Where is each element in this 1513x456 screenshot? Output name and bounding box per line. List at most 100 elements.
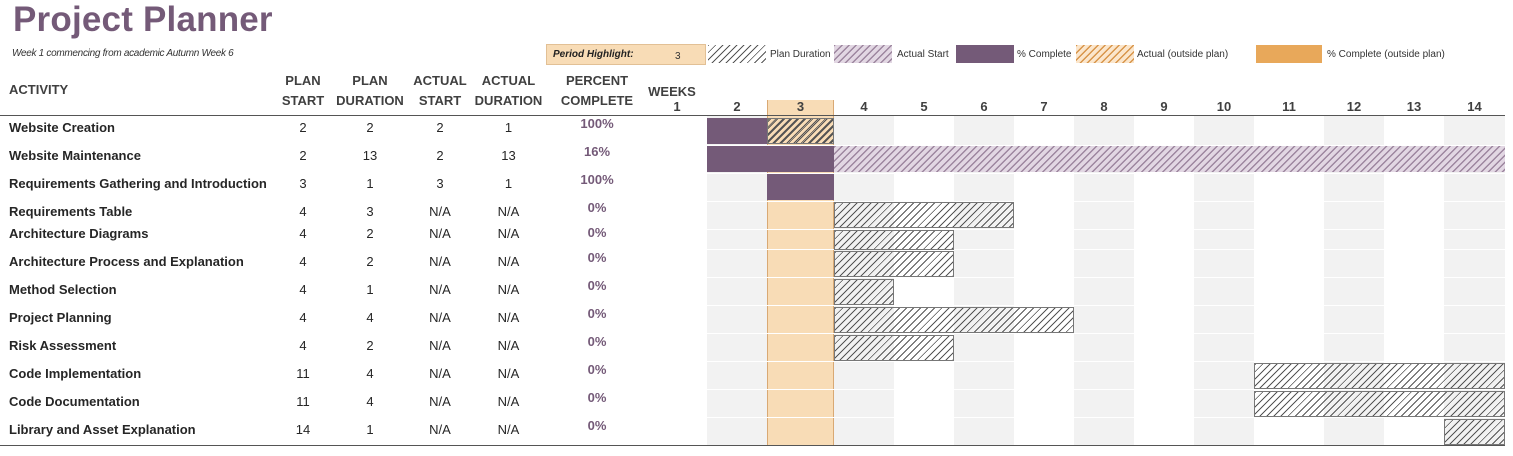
page-title: Project Planner	[13, 0, 273, 39]
actual-start-cell: N/A	[429, 254, 451, 269]
activity-name: Library and Asset Explanation	[9, 422, 196, 437]
activity-name: Website Maintenance	[9, 148, 141, 163]
legend-label-plan-duration: Plan Duration	[770, 49, 831, 60]
header-actual-duration-line1: ACTUAL	[481, 73, 536, 88]
week-number-14: 14	[1467, 99, 1482, 114]
plan-duration-bar	[1254, 391, 1505, 417]
plan-start-cell: 4	[299, 254, 307, 269]
week-number-10: 10	[1216, 99, 1232, 114]
week-number-8: 8	[1100, 99, 1108, 114]
plan-duration-cell: 2	[366, 254, 374, 269]
activity-name: Architecture Process and Explanation	[9, 254, 244, 269]
gantt-row-separator	[707, 145, 1505, 146]
header-plan-duration-line1: PLAN	[352, 73, 388, 88]
plan-start-cell: 2	[299, 120, 307, 135]
actual-duration-cell: N/A	[497, 394, 520, 409]
percent-complete-cell: 0%	[587, 278, 607, 293]
percent-complete-cell: 0%	[587, 225, 607, 240]
plan-start-cell: 4	[299, 282, 307, 297]
actual-start-cell: N/A	[429, 366, 451, 381]
gantt-row-separator	[707, 417, 1505, 418]
plan-start-cell: 11	[296, 394, 310, 409]
activity-name: Architecture Diagrams	[9, 226, 149, 241]
plan-duration-cell: 1	[366, 176, 374, 191]
actual-duration-cell: N/A	[497, 310, 520, 325]
legend-label-actual-start: Actual Start	[897, 49, 949, 60]
activity-name: Project Planning	[9, 310, 112, 325]
plan-duration-cell: 2	[366, 120, 374, 135]
plan-duration-bar	[834, 202, 1014, 228]
actual-start-cell: N/A	[429, 338, 451, 353]
plan-duration-cell: 4	[366, 310, 374, 325]
actual-duration-cell: N/A	[497, 338, 520, 353]
week-number-13: 13	[1406, 99, 1422, 114]
header-percent-line1: PERCENT	[565, 73, 629, 88]
plan-duration-cell: 13	[362, 148, 378, 163]
plan-start-cell: 2	[299, 148, 307, 163]
percent-complete-cell: 0%	[587, 200, 607, 215]
gantt-row-separator	[707, 229, 1505, 230]
legend-swatch-actual-start	[834, 45, 892, 63]
plan-duration-cell: 4	[366, 394, 374, 409]
activity-name: Requirements Gathering and Introduction	[9, 176, 267, 191]
legend-swatch-actual-outside	[1076, 45, 1134, 63]
activity-name: Risk Assessment	[9, 338, 117, 353]
header-plan-start: PLAN START	[274, 71, 332, 111]
actual-duration-cell: 13	[501, 148, 516, 163]
week-number-12: 12	[1346, 99, 1362, 114]
actual-duration-cell: N/A	[497, 254, 520, 269]
actual-start-cell: N/A	[429, 282, 451, 297]
percent-complete-cell: 16%	[583, 144, 611, 159]
header-actual-duration: ACTUAL DURATION	[472, 71, 545, 111]
actual-duration-cell: N/A	[497, 204, 520, 219]
week-number-3: 3	[796, 99, 805, 114]
plan-duration-cell: 2	[366, 226, 374, 241]
plan-duration-bar	[834, 251, 954, 277]
header-plan-duration: PLAN DURATION	[334, 71, 406, 111]
actual-duration-cell: 1	[504, 176, 513, 191]
plan-start-cell: 3	[299, 176, 307, 191]
period-highlight-input[interactable]: 3	[675, 51, 681, 62]
week-number-5: 5	[920, 99, 928, 114]
plan-duration-cell: 2	[366, 338, 374, 353]
plan-start-cell: 4	[299, 310, 307, 325]
header-actual-start-line2: START	[418, 93, 462, 108]
legend-label-actual-outside: Actual (outside plan)	[1137, 49, 1229, 60]
legend-swatch-plan-duration	[708, 45, 766, 63]
gantt-row-separator	[707, 277, 1505, 278]
percent-complete-cell: 0%	[587, 250, 607, 265]
plan-duration-cell: 3	[366, 204, 374, 219]
legend-swatch-percent-complete	[956, 45, 1014, 63]
actual-start-cell: 3	[436, 176, 444, 191]
plan-duration-cell: 1	[366, 422, 374, 437]
percent-complete-cell: 100%	[580, 172, 614, 187]
week-number-7: 7	[1040, 99, 1048, 114]
percent-complete-cell: 100%	[580, 116, 614, 131]
plan-start-cell: 4	[299, 338, 307, 353]
footer-divider	[0, 445, 1505, 446]
plan-duration-bar	[834, 307, 1074, 333]
plan-duration-bar	[1254, 363, 1505, 389]
legend-label-percent-complete: % Complete	[1017, 49, 1072, 60]
activity-name: Requirements Table	[9, 204, 133, 219]
page-subtitle: Week 1 commencing from academic Autumn W…	[12, 48, 234, 59]
percent-complete-cell: 0%	[587, 334, 607, 349]
plan-duration-bar	[834, 335, 954, 361]
week-number-4: 4	[860, 99, 868, 114]
actual-duration-bar	[707, 146, 1505, 172]
plan-duration-bar	[1444, 419, 1505, 445]
plan-start-cell: 4	[299, 226, 307, 241]
percent-complete-cell: 0%	[587, 362, 607, 377]
plan-duration-bar	[834, 279, 894, 305]
legend-swatch-complete-outside	[1256, 45, 1322, 63]
header-activity: ACTIVITY	[9, 82, 69, 97]
actual-duration-cell: N/A	[497, 366, 520, 381]
actual-start-cell: 2	[436, 148, 444, 163]
gantt-row-separator	[707, 173, 1505, 174]
header-actual-duration-line2: DURATION	[474, 93, 543, 108]
legend-label-complete-outside: % Complete (outside plan)	[1327, 49, 1445, 60]
actual-start-cell: N/A	[429, 422, 451, 437]
gantt-row-separator	[707, 333, 1505, 334]
activity-name: Website Creation	[9, 120, 115, 135]
percent-complete-cell: 0%	[587, 306, 607, 321]
